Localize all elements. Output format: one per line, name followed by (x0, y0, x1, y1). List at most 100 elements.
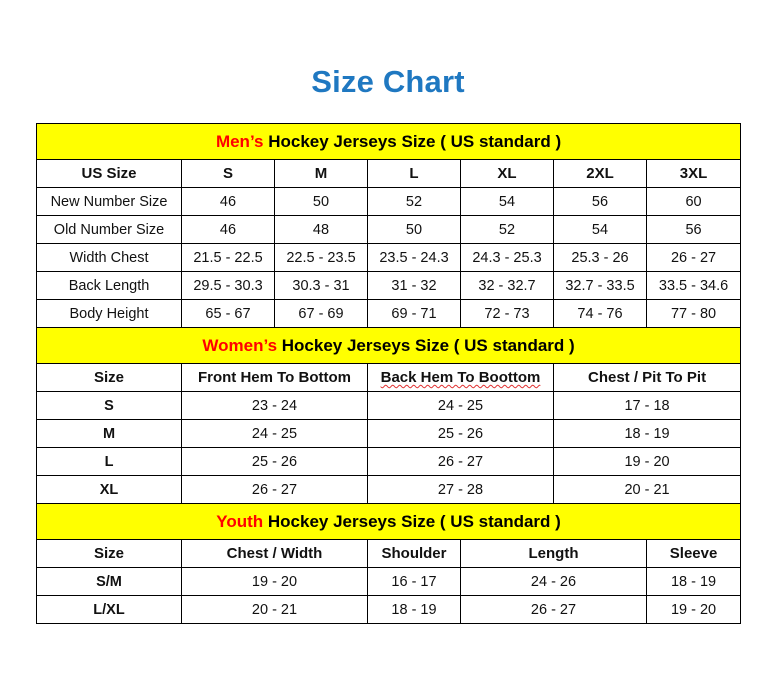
youth-cell-1-2: 26 - 27 (460, 595, 647, 624)
section-banner-youth-rest: Hockey Jerseys Size ( US standard ) (263, 511, 561, 531)
women-row-label-3: XL (36, 475, 182, 504)
men-cell-0-4: 56 (553, 187, 647, 216)
men-cell-1-2: 50 (367, 215, 461, 244)
men-cell-2-2: 23.5 - 24.3 (367, 243, 461, 272)
table-row: Body Height 65 - 67 67 - 69 69 - 71 72 -… (36, 299, 742, 328)
men-cell-0-5: 60 (645, 187, 742, 216)
men-column-header-0: US Size (36, 159, 182, 188)
women-cell-3-1: 27 - 28 (367, 475, 554, 504)
youth-row-label-1: L/XL (36, 595, 182, 624)
women-cell-0-1: 24 - 25 (367, 391, 554, 420)
men-cell-3-0: 29.5 - 30.3 (181, 271, 275, 300)
men-cell-3-5: 33.5 - 34.6 (645, 271, 742, 300)
table-row: Old Number Size 46 48 50 52 54 56 (36, 215, 742, 244)
men-cell-0-3: 54 (460, 187, 554, 216)
table-row: S 23 - 24 24 - 25 17 - 18 (36, 391, 742, 420)
women-row-label-1: M (36, 419, 182, 448)
men-cell-1-4: 54 (553, 215, 647, 244)
youth-cell-1-3: 19 - 20 (645, 595, 742, 624)
size-chart-table: Men’s Hockey Jerseys Size ( US standard … (35, 123, 742, 624)
youth-column-header-1: Chest / Width (181, 539, 368, 568)
women-cell-2-0: 25 - 26 (181, 447, 368, 476)
men-column-header-2: M (274, 159, 368, 188)
men-cell-4-2: 69 - 71 (367, 299, 461, 328)
women-cell-2-2: 19 - 20 (552, 447, 742, 476)
youth-row-label-0: S/M (36, 567, 182, 596)
women-cell-3-0: 26 - 27 (181, 475, 368, 504)
men-cell-2-4: 25.3 - 26 (553, 243, 647, 272)
men-cell-3-4: 32.7 - 33.5 (553, 271, 647, 300)
women-column-header-row: Size Front Hem To Bottom Back Hem To Boo… (36, 363, 742, 392)
youth-cell-0-0: 19 - 20 (181, 567, 368, 596)
women-row-label-2: L (36, 447, 182, 476)
men-column-header-6: 3XL (645, 159, 742, 188)
men-cell-3-2: 31 - 32 (367, 271, 461, 300)
men-cell-1-0: 46 (181, 215, 275, 244)
table-row: New Number Size 46 50 52 54 56 60 (36, 187, 742, 216)
men-column-header-5: 2XL (553, 159, 647, 188)
men-cell-0-2: 52 (367, 187, 461, 216)
men-row-label-0: New Number Size (36, 187, 182, 216)
men-cell-2-0: 21.5 - 22.5 (181, 243, 275, 272)
youth-cell-1-0: 20 - 21 (181, 595, 368, 624)
men-row-label-3: Back Length (36, 271, 182, 300)
table-row: Back Length 29.5 - 30.3 30.3 - 31 31 - 3… (36, 271, 742, 300)
women-cell-3-2: 20 - 21 (552, 475, 742, 504)
women-cell-1-2: 18 - 19 (552, 419, 742, 448)
women-column-header-2-text: Back Hem To Boottom (380, 369, 541, 386)
section-banner-men-rest: Hockey Jerseys Size ( US standard ) (263, 131, 562, 151)
section-banner-women-cell: Women’s Hockey Jerseys Size ( US standar… (35, 327, 742, 364)
men-column-header-1: S (181, 159, 275, 188)
section-banner-youth-accent: Youth (216, 511, 264, 531)
men-column-header-row: US Size S M L XL 2XL 3XL (36, 159, 742, 188)
section-banner-men-cell: Men’s Hockey Jerseys Size ( US standard … (35, 123, 742, 160)
youth-column-header-3: Length (460, 539, 647, 568)
men-column-header-3: L (367, 159, 461, 188)
men-cell-4-3: 72 - 73 (460, 299, 554, 328)
youth-column-header-4: Sleeve (645, 539, 742, 568)
men-cell-2-5: 26 - 27 (645, 243, 742, 272)
men-cell-2-3: 24.3 - 25.3 (460, 243, 554, 272)
women-cell-1-1: 25 - 26 (367, 419, 554, 448)
youth-cell-0-1: 16 - 17 (367, 567, 461, 596)
youth-cell-0-2: 24 - 26 (460, 567, 647, 596)
men-cell-3-3: 32 - 32.7 (460, 271, 554, 300)
women-cell-1-0: 24 - 25 (181, 419, 368, 448)
men-cell-1-5: 56 (645, 215, 742, 244)
women-cell-0-0: 23 - 24 (181, 391, 368, 420)
page-title: Size Chart (311, 64, 465, 99)
women-column-header-0: Size (36, 363, 182, 392)
women-column-header-3: Chest / Pit To Pit (552, 363, 742, 392)
men-row-label-4: Body Height (36, 299, 182, 328)
men-cell-4-5: 77 - 80 (645, 299, 742, 328)
table-row: XL 26 - 27 27 - 28 20 - 21 (36, 475, 742, 504)
men-cell-4-4: 74 - 76 (553, 299, 647, 328)
youth-cell-0-3: 18 - 19 (645, 567, 742, 596)
section-banner-youth-cell: Youth Hockey Jerseys Size ( US standard … (35, 503, 742, 540)
men-cell-1-1: 48 (274, 215, 368, 244)
men-cell-2-1: 22.5 - 23.5 (274, 243, 368, 272)
youth-column-header-0: Size (36, 539, 182, 568)
men-cell-4-1: 67 - 69 (274, 299, 368, 328)
table-row: L/XL 20 - 21 18 - 19 26 - 27 19 - 20 (36, 595, 742, 624)
section-banner-men-accent: Men’s (215, 131, 264, 151)
section-banner-youth: Youth Hockey Jerseys Size ( US standard … (35, 503, 742, 540)
section-banner-women-accent: Women’s (202, 335, 278, 355)
men-column-header-4: XL (460, 159, 554, 188)
women-row-label-0: S (36, 391, 182, 420)
table-row: M 24 - 25 25 - 26 18 - 19 (36, 419, 742, 448)
men-row-label-1: Old Number Size (36, 215, 182, 244)
women-column-header-2: Back Hem To Boottom (367, 363, 554, 392)
men-cell-3-1: 30.3 - 31 (274, 271, 368, 300)
men-cell-1-3: 52 (460, 215, 554, 244)
table-row: L 25 - 26 26 - 27 19 - 20 (36, 447, 742, 476)
youth-cell-1-1: 18 - 19 (367, 595, 461, 624)
section-banner-men: Men’s Hockey Jerseys Size ( US standard … (35, 123, 742, 160)
men-cell-4-0: 65 - 67 (181, 299, 275, 328)
men-cell-0-0: 46 (181, 187, 275, 216)
table-row: Width Chest 21.5 - 22.5 22.5 - 23.5 23.5… (36, 243, 742, 272)
table-row: S/M 19 - 20 16 - 17 24 - 26 18 - 19 (36, 567, 742, 596)
women-cell-0-2: 17 - 18 (552, 391, 742, 420)
women-column-header-1: Front Hem To Bottom (181, 363, 368, 392)
